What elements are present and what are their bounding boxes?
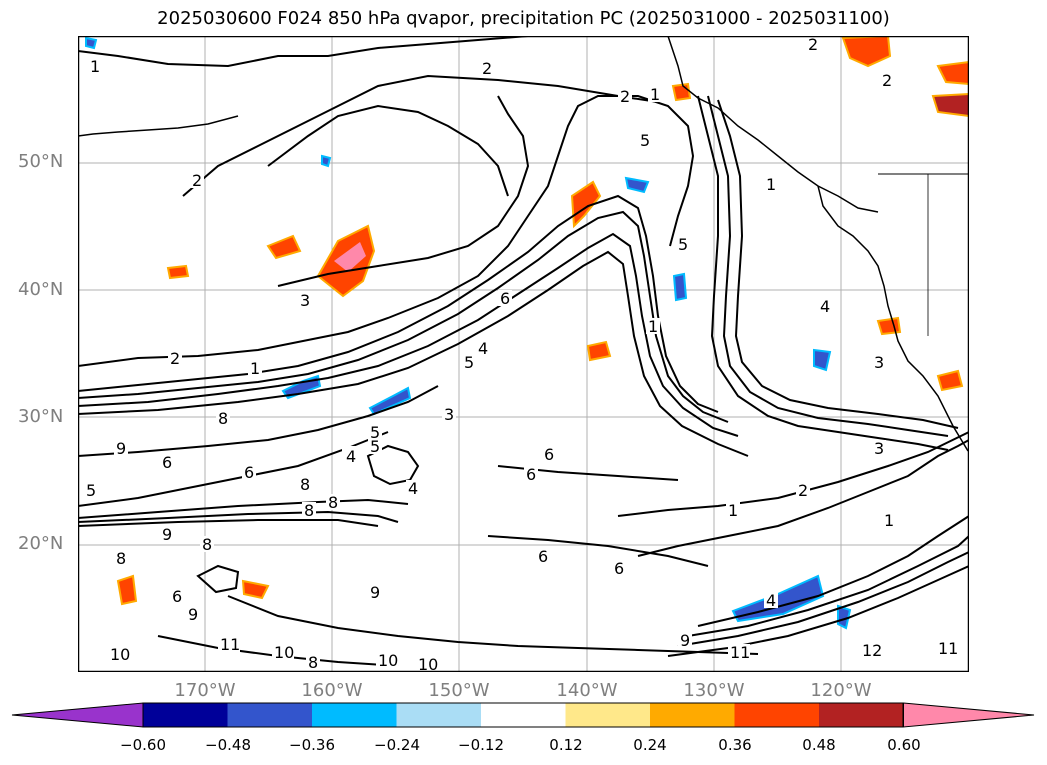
contour-label: 8 [218, 409, 228, 428]
colorbar-cell [143, 703, 228, 727]
contour-label: 2 [192, 171, 202, 190]
contour-label: 2 [798, 481, 808, 500]
contour-label: 5 [86, 481, 96, 500]
colorbar-tick: −0.60 [120, 736, 166, 754]
contour-label: 2 [620, 87, 630, 106]
colorbar-extend-low [11, 702, 144, 728]
colorbar-tick: 0.60 [887, 736, 921, 754]
contour-label: 9 [116, 439, 126, 458]
contour-label: 1 [884, 511, 894, 530]
contour-label: 2 [170, 349, 180, 368]
colorbar-cell [565, 703, 651, 727]
contour-label: 9 [162, 525, 172, 544]
contour-label: 3 [444, 405, 454, 424]
contour-label: 9 [370, 583, 380, 602]
colorbar-tick: −0.24 [374, 736, 420, 754]
contour-label: 8 [304, 501, 314, 520]
contour-label: 1 [90, 57, 100, 76]
contour-label: 11 [730, 643, 750, 662]
contour-label: 3 [874, 353, 884, 372]
colorbar-cell [819, 703, 904, 727]
contour-label: 6 [162, 453, 172, 472]
contour-label: 10 [378, 651, 398, 670]
contour-label: 6 [614, 559, 624, 578]
contour-label: 1 [766, 175, 776, 194]
lat-label-30n: 30°N [18, 406, 64, 427]
precip-anomaly-shading [85, 36, 969, 630]
contour-label: 4 [346, 447, 356, 466]
contour-label: 5 [464, 353, 474, 372]
colorbar-tick: 0.12 [549, 736, 583, 754]
lat-label-40n: 40°N [18, 279, 64, 300]
contour-label: 6 [172, 587, 182, 606]
contour-label: 3 [874, 439, 884, 458]
contour-label: 1 [648, 317, 658, 336]
contour-label: 8 [328, 493, 338, 512]
colorbar-tick: −0.36 [289, 736, 335, 754]
colorbar-cell [312, 703, 397, 727]
lat-label-20n: 20°N [18, 533, 64, 554]
colorbar-cell [650, 703, 735, 727]
contour-label-group: 1 2 2 2 2 3 1 2 1 3 6 4 5 1 1 5 5 1 2 4 … [84, 36, 958, 672]
lon-label-130w: 130°W [683, 680, 745, 701]
contour-label: 5 [370, 437, 380, 456]
contour-label: 1 [650, 85, 660, 104]
colorbar-extend-high [903, 702, 1035, 728]
map-frame [78, 36, 969, 672]
contour-label: 9 [680, 631, 690, 650]
contour-label: 5 [370, 423, 380, 442]
colorbar-tick: 0.36 [718, 736, 752, 754]
colorbar-tick: 0.48 [802, 736, 836, 754]
contour-label: 6 [526, 465, 536, 484]
colorbar-cell [481, 703, 566, 727]
colorbar-tick: −0.12 [458, 736, 504, 754]
colorbar [11, 702, 1035, 728]
contour-label: 12 [862, 641, 882, 660]
lon-label-140w: 140°W [556, 680, 618, 701]
contour-label: 1 [728, 501, 738, 520]
contour-label: 6 [244, 463, 254, 482]
map-title: 2025030600 F024 850 hPa qvapor, precipit… [157, 8, 890, 29]
colorbar-cell [396, 703, 482, 727]
contour-label: 4 [820, 297, 830, 316]
contour-label: 4 [478, 339, 488, 358]
contour-label: 3 [300, 291, 310, 310]
contour-label: 6 [538, 547, 548, 566]
contour-label: 8 [116, 549, 126, 568]
contour-label: 2 [808, 36, 818, 54]
colorbar-cell [227, 703, 313, 727]
lon-label-150w: 150°W [428, 680, 490, 701]
contour-label: 10 [110, 645, 130, 664]
contour-label: 8 [300, 475, 310, 494]
colorbar-tick: 0.24 [633, 736, 667, 754]
contour-label: 6 [544, 445, 554, 464]
contour-label: 4 [766, 591, 776, 610]
lat-label-50n: 50°N [18, 151, 64, 172]
contour-label: 4 [408, 479, 418, 498]
contour-label: 5 [678, 235, 688, 254]
map-panel: 1 2 2 2 2 3 1 2 1 3 6 4 5 1 1 5 5 1 2 4 … [78, 36, 969, 672]
contour-label: 9 [188, 605, 198, 624]
contour-label: 11 [938, 639, 958, 658]
contour-label: 8 [202, 535, 212, 554]
contour-label: 10 [274, 643, 294, 662]
contour-label: 11 [220, 635, 240, 654]
contour-label: 8 [308, 653, 318, 672]
contour-label: 5 [640, 131, 650, 150]
coastlines [78, 36, 969, 452]
qvapor-contours [78, 36, 969, 667]
colorbar-cell [734, 703, 820, 727]
contour-label: 6 [500, 289, 510, 308]
lon-label-160w: 160°W [301, 680, 363, 701]
colorbar-frame [142, 702, 904, 728]
colorbar-cells [11, 702, 1035, 728]
lon-label-120w: 120°W [810, 680, 872, 701]
contour-label: 2 [882, 71, 892, 90]
contour-label: 2 [482, 59, 492, 78]
lon-label-170w: 170°W [174, 680, 236, 701]
colorbar-tick: −0.48 [205, 736, 251, 754]
contour-label: 10 [418, 655, 438, 672]
contour-label: 1 [250, 359, 260, 378]
